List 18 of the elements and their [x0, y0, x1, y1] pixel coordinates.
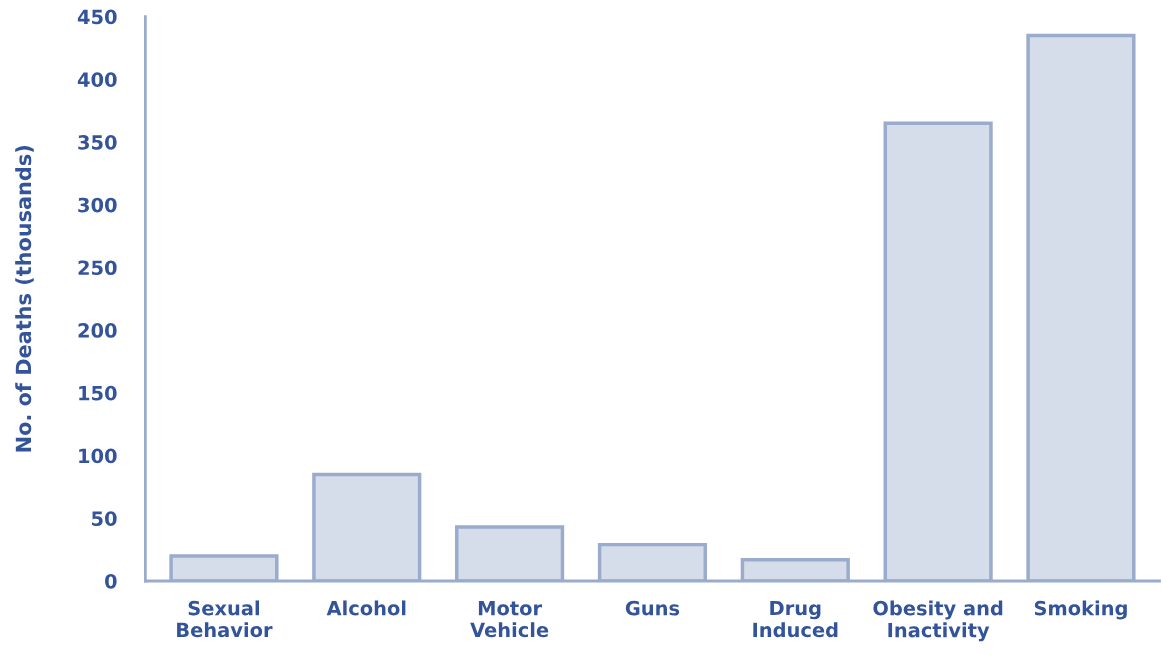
x-tick-label: Guns	[625, 600, 680, 616]
y-tick-label: 350	[78, 134, 117, 150]
y-tick-label: 200	[78, 323, 117, 338]
x-tick-label: Sexual Behavior	[177, 600, 273, 638]
y-tick-label: 250	[78, 260, 117, 276]
x-tick-label: Obesity and Inactivity	[873, 600, 1003, 642]
y-axis-title: No. of Deaths (thousands)	[15, 146, 34, 452]
x-tick-label: Drug Induced	[753, 600, 838, 638]
y-tick-label: 150	[79, 385, 117, 401]
x-tick-label: Motor Vehicle	[470, 601, 549, 638]
x-tick-label: Alcohol	[326, 600, 406, 616]
y-tick-label: 400	[77, 72, 117, 87]
x-tick-label: Smoking	[1034, 600, 1127, 620]
y-tick-label: 300	[78, 197, 117, 213]
y-tick-label: 450	[77, 9, 117, 25]
y-tick-label: 0	[105, 573, 117, 589]
y-tick-label: 100	[79, 448, 117, 464]
y-tick-label: 50	[92, 511, 117, 526]
